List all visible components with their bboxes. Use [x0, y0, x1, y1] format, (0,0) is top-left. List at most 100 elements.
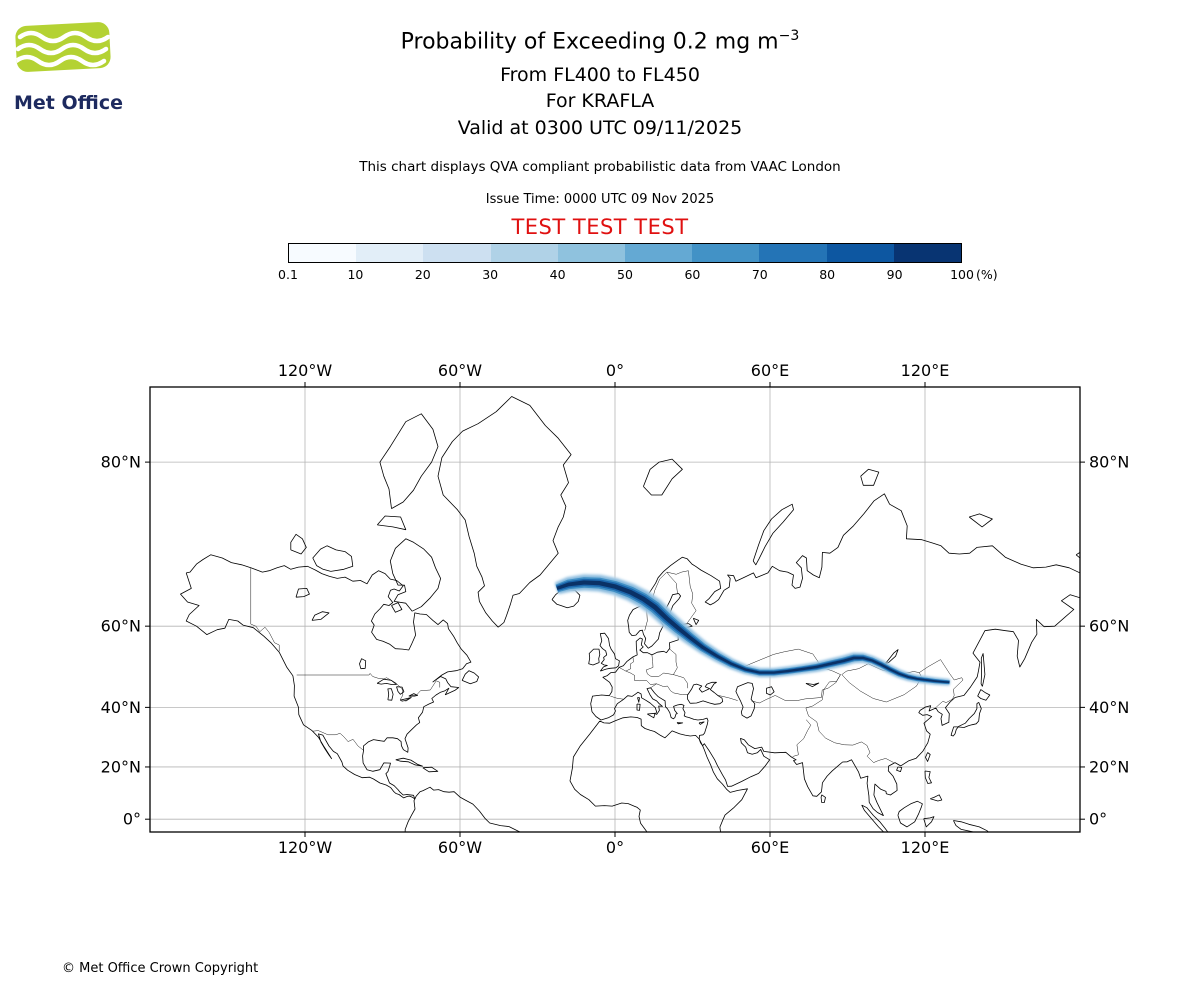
coastline — [766, 686, 775, 696]
graticule — [150, 387, 1080, 832]
coastline — [977, 689, 991, 701]
axis-labels: 120°W 120°W 60°W 60°W 0° 0° 60°E 60°E 120°E 120°E… — [101, 361, 1130, 857]
country-border — [618, 667, 635, 681]
ash-plume — [554, 573, 950, 686]
country-border — [673, 674, 689, 689]
chart-title: Probability of Exceeding 0.2 mg m−3 — [0, 28, 1200, 54]
colorbar-tick-label: 80 — [819, 267, 836, 282]
colorbar-tick-label: 30 — [482, 267, 499, 282]
coastline — [950, 701, 982, 737]
coastline — [930, 794, 943, 802]
coastline — [752, 503, 794, 566]
coastline — [883, 649, 899, 666]
colorbar-segment — [692, 244, 760, 262]
qva-compliance-note: This chart displays QVA compliant probab… — [359, 159, 841, 175]
coastline — [861, 804, 889, 832]
coastline — [408, 693, 418, 697]
country-border — [312, 730, 365, 751]
longitude-label-top: 0° — [606, 361, 624, 380]
coastline — [692, 617, 700, 625]
coastline — [805, 682, 820, 688]
longitude-label-bottom: 120°E — [901, 838, 950, 857]
map-canvas — [150, 387, 1080, 832]
colorbar-tick-label: 100 — [950, 267, 974, 282]
coastline — [359, 658, 367, 670]
coastline — [395, 757, 423, 767]
colorbar-tick-label: 60 — [684, 267, 701, 282]
test-banner: TEST TEST TEST — [511, 215, 689, 239]
colorbar-segment — [759, 244, 827, 262]
volcano-subtitle: For KRAFLA — [545, 90, 655, 112]
colorbar-tick-label: 40 — [549, 267, 566, 282]
coastline — [295, 588, 310, 598]
coastline — [312, 545, 354, 572]
coastline — [636, 703, 641, 711]
country-border — [673, 654, 678, 675]
longitude-label-bottom: 60°E — [751, 838, 789, 857]
flight-level-subtitle: From FL400 to FL450 — [500, 64, 700, 86]
coastline — [1075, 552, 1080, 559]
country-border — [646, 667, 674, 677]
country-border — [666, 571, 678, 594]
met-office-logo-text: Met Office — [14, 92, 123, 114]
axis-ticks — [145, 382, 1085, 837]
country-border — [718, 695, 738, 701]
coastline — [569, 716, 748, 832]
country-border — [651, 654, 654, 668]
coastline — [422, 766, 439, 773]
coastline — [600, 687, 709, 740]
longitude-label-top: 60°E — [751, 361, 789, 380]
colorbar-tick-label: 0.1 — [278, 267, 298, 282]
probability-colorbar: 0.1 10 20 30 40 50 60 70 80 90 100 (%) — [278, 243, 998, 291]
coastline — [896, 766, 903, 772]
coastline — [180, 554, 472, 800]
ash-plume-band — [556, 580, 950, 683]
country-border — [686, 570, 697, 624]
colorbar-segment — [893, 244, 962, 262]
copyright-notice: © Met Office Crown Copyright — [62, 961, 259, 976]
chart-title-text: Probability of Exceeding 0.2 mg m — [400, 29, 779, 55]
country-border — [650, 683, 688, 695]
colorbar-segment — [289, 244, 357, 262]
chart-title-exponent: −3 — [778, 28, 800, 44]
longitude-label-top: 60°W — [438, 361, 482, 380]
latitude-label-right: 40°N — [1089, 698, 1129, 717]
coastline — [391, 602, 403, 613]
country-border — [250, 623, 280, 652]
coastlines — [180, 396, 1080, 832]
longitude-label-bottom: 0° — [606, 838, 624, 857]
latitude-label-left: 80°N — [101, 453, 141, 472]
country-border — [919, 659, 964, 700]
country-border — [368, 673, 441, 702]
colorbar-unit-label: (%) — [976, 267, 998, 282]
met-office-logo-mark — [14, 22, 111, 72]
coastline — [698, 594, 1080, 816]
coastline — [860, 468, 880, 486]
latitude-label-left: 40°N — [101, 698, 141, 717]
colorbar-segment — [625, 244, 693, 262]
colorbar-segment — [557, 244, 626, 262]
coastline — [968, 513, 993, 528]
colorbar-segment — [423, 244, 491, 262]
coastline — [925, 752, 931, 762]
coastline — [588, 648, 601, 666]
country-border — [644, 570, 689, 631]
latitude-label-left: 20°N — [101, 758, 141, 777]
latitude-label-right: 0° — [1089, 810, 1107, 829]
met-office-logo: Met Office — [12, 20, 132, 114]
coastline — [376, 678, 397, 685]
coastline — [820, 794, 826, 803]
country-border — [669, 648, 677, 655]
country-border — [805, 674, 894, 763]
latitude-label-left: 60°N — [101, 617, 141, 636]
longitude-label-bottom: 60°W — [438, 838, 482, 857]
coastline — [461, 670, 479, 685]
coastline — [698, 721, 705, 725]
longitude-label-top: 120°E — [901, 361, 950, 380]
coastline — [676, 722, 684, 725]
coastline — [379, 413, 439, 509]
coastline — [980, 653, 986, 687]
latitude-label-left: 0° — [123, 810, 141, 829]
